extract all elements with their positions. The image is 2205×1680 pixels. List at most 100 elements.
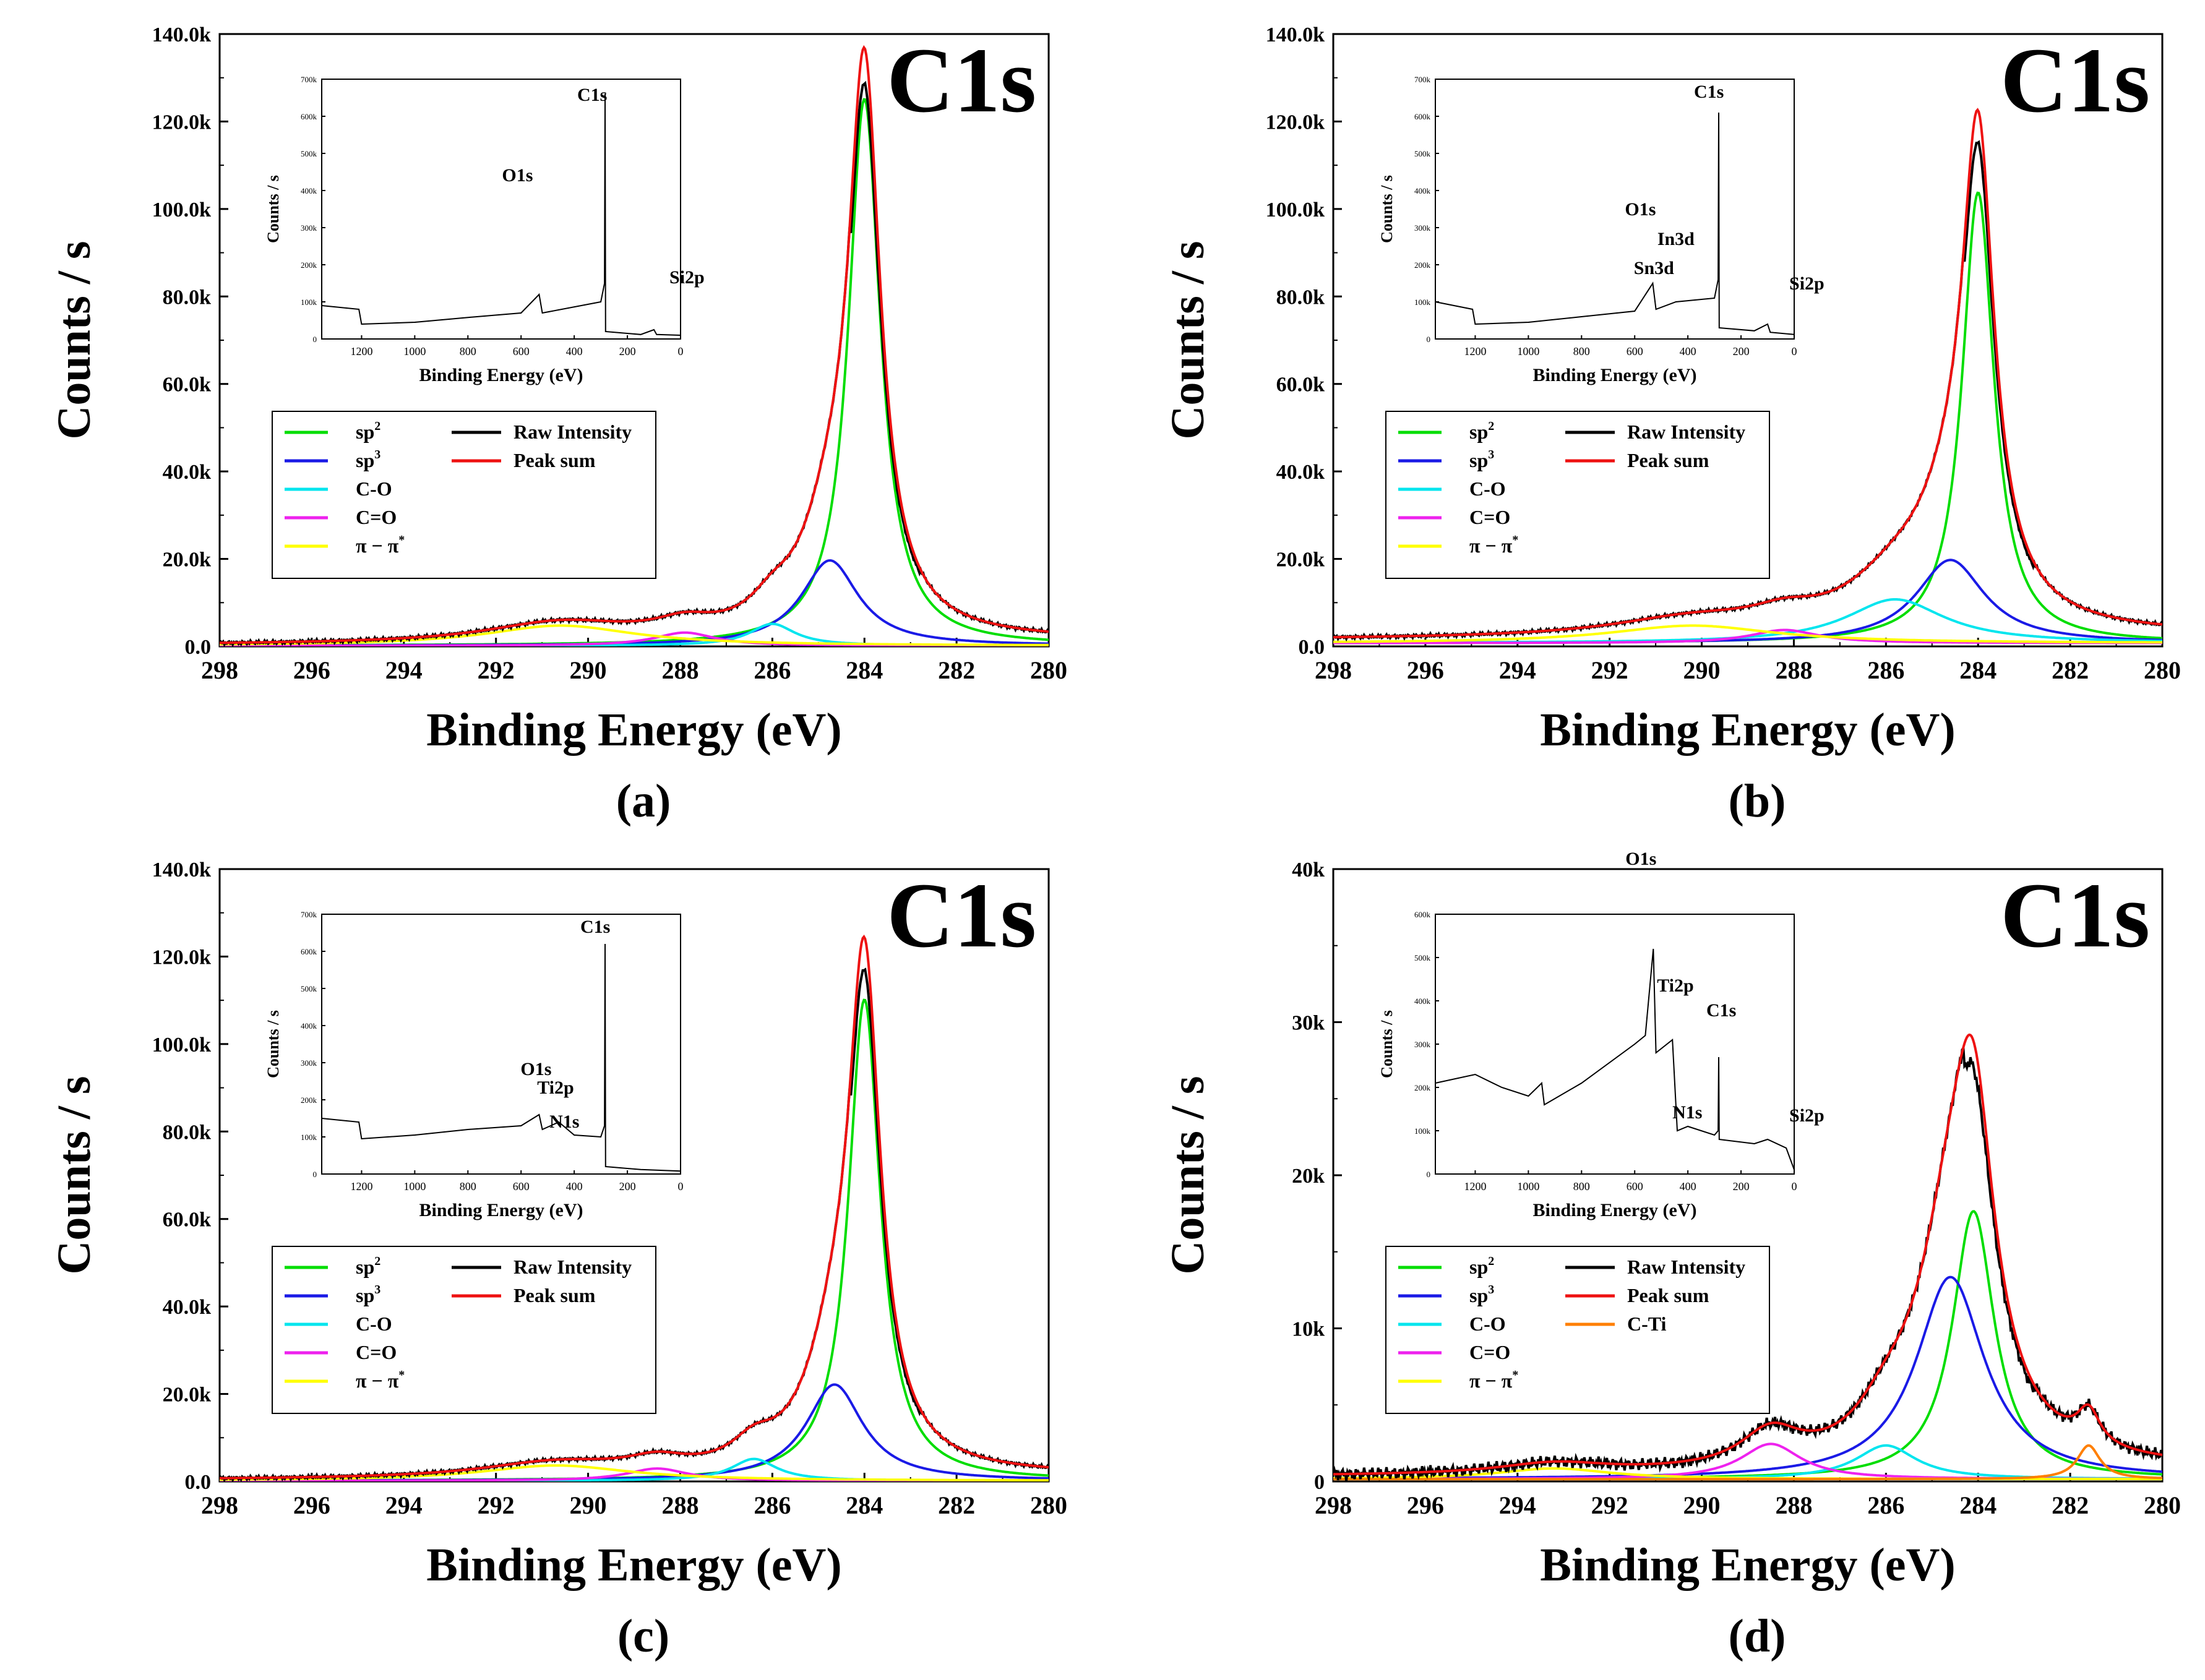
inset-x-tick-label: 1000 bbox=[403, 1180, 426, 1193]
y-axis-label: Counts / s bbox=[48, 1076, 100, 1275]
panel-b: 298 296 294 292 290 288 286 284 282 280 0.0 20.0k 40… bbox=[1162, 24, 2181, 827]
legend-sup: * bbox=[1512, 533, 1518, 547]
inset-frame bbox=[1435, 914, 1795, 1175]
inset-survey: 1200 1000 800 600 400 200 0 0 100k 200k 300k 400k 50… bbox=[1378, 849, 1825, 1220]
inset-y-axis-label: Counts / s bbox=[264, 1010, 282, 1078]
y-tick-label: 40.0k bbox=[163, 461, 212, 484]
inset-peak-label: C1s bbox=[1694, 82, 1724, 102]
inset-peak-label: Si2p bbox=[669, 267, 705, 288]
inset-y-tick-label: 200k bbox=[1414, 1083, 1431, 1092]
y-tick-label: 80.0k bbox=[163, 286, 212, 309]
inset-x-axis-label: Binding Energy (eV) bbox=[419, 1200, 583, 1220]
inset-y-tick-label: 0 bbox=[313, 1170, 317, 1179]
y-tick-label: 140.0k bbox=[1266, 24, 1325, 46]
inset-x-tick-label: 400 bbox=[566, 1180, 583, 1193]
inset-peak-label: C1s bbox=[577, 85, 607, 105]
y-tick-label: 10k bbox=[1292, 1318, 1325, 1341]
inset-x-tick-label: 0 bbox=[678, 1180, 684, 1193]
inset-y-axis-label: Counts / s bbox=[1378, 1010, 1396, 1078]
panel-a: 298 296 294 292 290 288 286 284 282 280 0.0 20.0k 40… bbox=[48, 24, 1067, 827]
y-tick-label: 0.0 bbox=[1299, 636, 1325, 659]
y-tick-label: 140.0k bbox=[152, 859, 212, 881]
survey-spectrum bbox=[1435, 948, 1795, 1170]
x-axis-label: Binding Energy (eV) bbox=[426, 704, 841, 756]
peak-sum-curve bbox=[1333, 1033, 2162, 1476]
inset-x-tick-label: 200 bbox=[619, 345, 636, 358]
inset-y-tick-label: 400k bbox=[1414, 996, 1431, 1006]
x-tick-label: 282 bbox=[2052, 656, 2089, 684]
inset-y-tick-label: 0 bbox=[1427, 1170, 1431, 1179]
inset-x-tick-label: 1200 bbox=[350, 345, 372, 358]
y-tick-label: 120.0k bbox=[152, 111, 212, 134]
survey-spectrum bbox=[321, 93, 681, 336]
peak-sum-curve bbox=[220, 935, 1049, 1480]
y-tick-label: 60.0k bbox=[1276, 374, 1325, 396]
inset-y-tick-label: 500k bbox=[301, 149, 317, 158]
y-axis-label: Counts / s bbox=[1162, 1076, 1214, 1275]
legend-label-sp3: sp3 bbox=[356, 1283, 380, 1306]
y-tick-label: 30k bbox=[1292, 1012, 1325, 1035]
legend-label-sp3: sp3 bbox=[1469, 448, 1494, 471]
x-tick-label: 280 bbox=[1030, 1491, 1067, 1519]
survey-spectrum bbox=[321, 943, 681, 1172]
x-tick-label: 294 bbox=[385, 1491, 423, 1519]
legend-box bbox=[1385, 1246, 1770, 1414]
x-tick-label: 280 bbox=[2144, 656, 2181, 684]
inset-peak-label: Si2p bbox=[1789, 273, 1825, 294]
y-tick-label: 120.0k bbox=[1266, 111, 1325, 134]
x-axis-label: Binding Energy (eV) bbox=[1540, 704, 1955, 756]
x-tick-label: 296 bbox=[293, 656, 330, 684]
inset-y-tick-label: 100k bbox=[301, 298, 317, 307]
y-tick-label: 80.0k bbox=[163, 1121, 212, 1144]
inset-x-tick-label: 400 bbox=[566, 345, 583, 358]
inset-peak-label: In3d bbox=[1657, 229, 1695, 249]
chart-title: C1s bbox=[2000, 864, 2150, 967]
x-tick-label: 282 bbox=[938, 656, 975, 684]
inset-y-tick-label: 100k bbox=[1414, 298, 1431, 307]
inset-x-axis-label: Binding Energy (eV) bbox=[419, 365, 583, 385]
x-tick-label: 284 bbox=[1959, 656, 1997, 684]
inset-peak-label: Ti2p bbox=[537, 1078, 574, 1098]
x-tick-label: 298 bbox=[1315, 656, 1352, 684]
legend-label-C=O: C=O bbox=[1469, 1341, 1510, 1363]
x-tick-label: 284 bbox=[1959, 1491, 1997, 1519]
y-tick-label: 40k bbox=[1292, 859, 1325, 881]
legend-label-pipi: π − π* bbox=[356, 1368, 405, 1392]
x-tick-label: 288 bbox=[661, 1491, 698, 1519]
x-tick-label: 296 bbox=[1407, 1491, 1444, 1519]
inset-x-tick-label: 800 bbox=[1573, 1180, 1590, 1193]
x-tick-label: 290 bbox=[570, 1491, 607, 1519]
y-tick-label: 0.0 bbox=[185, 1471, 212, 1494]
y-tick-label: 20.0k bbox=[163, 549, 212, 572]
legend-sup: 2 bbox=[1488, 1254, 1494, 1268]
inset-y-tick-label: 700k bbox=[301, 910, 317, 919]
x-tick-label: 294 bbox=[385, 656, 423, 684]
inset-peak-label: N1s bbox=[549, 1112, 579, 1132]
y-tick-label: 60.0k bbox=[163, 1209, 212, 1232]
inset-y-tick-label: 400k bbox=[301, 186, 317, 195]
legend-label-C=O: C=O bbox=[1469, 506, 1510, 528]
inset-y-tick-label: 300k bbox=[1414, 223, 1431, 233]
inset-y-tick-label: 500k bbox=[301, 984, 317, 993]
inset-y-axis-label: Counts / s bbox=[1378, 175, 1396, 243]
x-tick-label: 282 bbox=[2052, 1491, 2089, 1519]
curves bbox=[1333, 1033, 2162, 1481]
inset-x-tick-label: 0 bbox=[1792, 345, 1797, 358]
inset-x-tick-label: 800 bbox=[460, 1180, 476, 1193]
inset-y-tick-label: 200k bbox=[301, 260, 317, 270]
inset-y-axis-label: Counts / s bbox=[264, 175, 282, 243]
x-tick-label: 296 bbox=[1407, 656, 1444, 684]
peak-sum-curve bbox=[1333, 108, 2162, 639]
x-tick-label: 286 bbox=[754, 656, 791, 684]
inset-x-tick-label: 0 bbox=[1792, 1180, 1797, 1193]
panel-label: (c) bbox=[617, 1610, 669, 1662]
curves bbox=[220, 45, 1049, 646]
inset-x-tick-label: 600 bbox=[513, 345, 530, 358]
x-tick-label: 284 bbox=[846, 1491, 883, 1519]
legend-label-pipi: π − π* bbox=[1469, 1368, 1518, 1392]
legend-sup: 3 bbox=[374, 1283, 380, 1296]
y-tick-label: 40.0k bbox=[1276, 461, 1325, 484]
legend-label-C=O: C=O bbox=[356, 1341, 397, 1363]
